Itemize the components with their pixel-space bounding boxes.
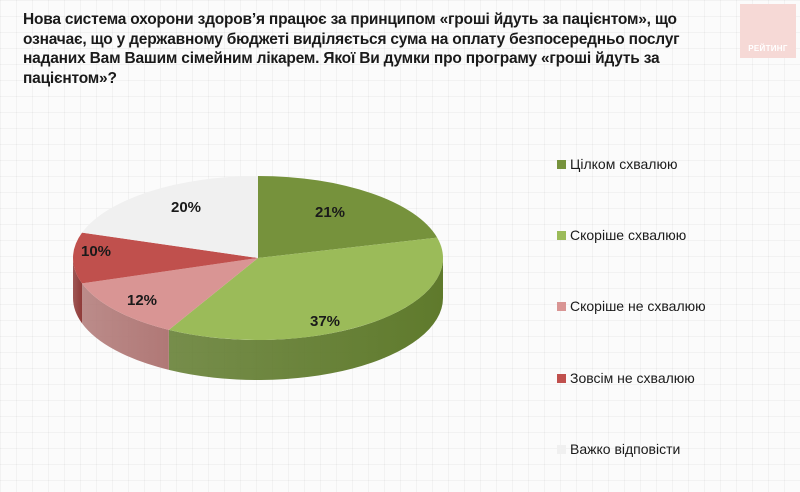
legend-label: Скоріше не схвалюю	[570, 298, 706, 314]
slice-fully-disapprove	[73, 232, 259, 284]
slice-hard-to-say	[82, 176, 259, 258]
rating-logo: РЕЙТИНГ	[740, 4, 796, 58]
legend-swatch	[557, 373, 566, 383]
label-hard-to-say: 20%	[171, 199, 201, 216]
legend-item-hard-to-say: Важко відповісти	[557, 441, 680, 457]
slice-rather-disapprove-side	[82, 283, 169, 370]
slice-fully-approve	[258, 176, 438, 258]
slice-rather-approve	[168, 237, 444, 340]
legend-swatch	[557, 159, 566, 169]
slice-rather-disapprove	[82, 258, 259, 330]
label-rather-disapprove: 12%	[127, 292, 157, 309]
legend-label: Зовсім не схвалюю	[570, 370, 695, 386]
label-rather-approve: 37%	[310, 313, 340, 330]
label-fully-disapprove: 10%	[81, 243, 111, 260]
legend-item-fully-disapprove: Зовсім не схвалюю	[557, 370, 695, 386]
legend-item-rather-approve: Скоріше схвалюю	[557, 227, 686, 243]
logo-text: РЕЙТИНГ	[748, 44, 788, 53]
slice-fully-disapprove-side	[73, 258, 83, 324]
legend-label: Скоріше схвалюю	[570, 227, 687, 243]
label-fully-approve: 21%	[315, 204, 345, 221]
legend-label: Важко відповісти	[570, 441, 681, 457]
chart-title: Нова система охорони здоров’я працює за …	[23, 11, 680, 87]
slice-rather-approve-side	[168, 258, 444, 381]
legend-label: Цілком схвалюю	[570, 156, 678, 172]
legend-swatch	[557, 444, 566, 454]
legend-item-rather-disapprove: Скоріше не схвалюю	[557, 298, 706, 314]
legend-swatch	[557, 301, 566, 311]
legend-item-fully-approve: Цілком схвалюю	[557, 156, 677, 172]
legend-swatch	[557, 230, 566, 240]
